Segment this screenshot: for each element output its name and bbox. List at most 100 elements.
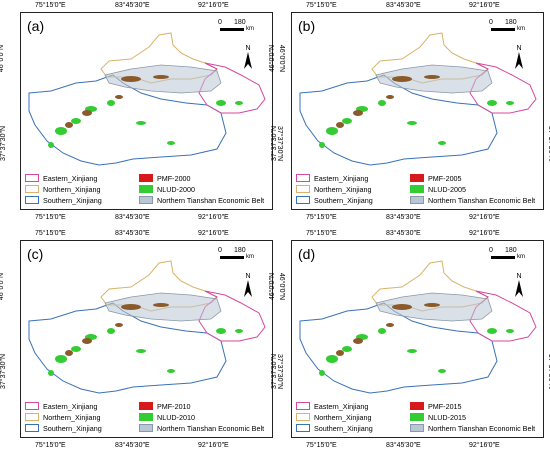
north-label: N — [245, 273, 250, 280]
lon-tick: 92°16′0″E — [198, 214, 229, 221]
legend-item-southern: Southern_Xinjiang — [25, 423, 102, 433]
land-patches — [319, 100, 514, 148]
lon-tick: 92°16′0″E — [198, 2, 229, 9]
legend-label: PMF-2005 — [428, 173, 462, 183]
lon-tick: 75°15′0″E — [306, 214, 337, 221]
legend-label: Northern_Xinjiang — [314, 412, 372, 422]
map-frame: (a) 0 180 km N Eastern_Xinjiang Northern_… — [20, 12, 273, 210]
scale-value: 180 — [234, 247, 246, 254]
scale-bar-line — [491, 28, 515, 31]
legend-item-pmf: PMF-2010 — [139, 401, 191, 411]
lat-tick: 37°37′30″N — [271, 125, 279, 162]
scale-bar: 0 180 km — [487, 247, 533, 269]
map-frame: (c) 0 180 km N Eastern_Xinjiang Northern_… — [20, 240, 273, 438]
legend-item-nlud: NLUD-2005 — [410, 184, 466, 194]
north-arrow-icon: N — [244, 45, 252, 69]
xinjiang-map — [28, 32, 266, 166]
legend-item-northern: Northern_Xinjiang — [296, 412, 372, 422]
eastern-swatch — [25, 174, 39, 182]
map-frame: (d) 0 180 km N Eastern_Xinjiang Northern_… — [291, 240, 544, 438]
pmf-swatch — [139, 402, 153, 410]
lat-tick: 37°37′30″N — [271, 353, 279, 390]
lon-tick: 75°15′0″E — [306, 230, 337, 237]
northern-swatch — [296, 413, 310, 421]
lon-tick: 83°45′30″E — [115, 2, 150, 9]
legend-item-pmf: PMF-2000 — [139, 173, 191, 183]
legend-label: NLUD-2000 — [157, 184, 195, 194]
legend-item-eastern: Eastern_Xinjiang — [296, 173, 368, 183]
legend-item-southern: Southern_Xinjiang — [296, 423, 373, 433]
tianshan-belt-region — [375, 292, 493, 322]
eastern-swatch — [296, 402, 310, 410]
xinjiang-map — [28, 260, 266, 394]
legend-label: Southern_Xinjiang — [314, 423, 373, 433]
map-panel-d: 75°15′0″E 83°45′30″E 92°16′0″E 75°15′0″E… — [269, 228, 550, 450]
land-patches — [48, 328, 243, 376]
legend-label: Southern_Xinjiang — [314, 195, 373, 205]
legend-item-northern: Northern_Xinjiang — [25, 412, 101, 422]
lat-tick: 46°0′0″N — [269, 272, 277, 301]
lon-tick: 92°16′0″E — [469, 2, 500, 9]
legend-item-belt: Northern Tianshan Economic Belt — [139, 423, 264, 433]
legend-label: PMF-2000 — [157, 173, 191, 183]
legend-label: Northern_Xinjiang — [43, 412, 101, 422]
legend-label: Southern_Xinjiang — [43, 195, 102, 205]
scale-zero: 0 — [489, 247, 493, 254]
lon-tick: 75°15′0″E — [306, 442, 337, 449]
legend-label: Eastern_Xinjiang — [314, 173, 369, 183]
southern-swatch — [25, 424, 39, 432]
scale-bar-line — [220, 256, 244, 259]
pmf-patches — [336, 303, 440, 356]
northern-swatch — [25, 185, 39, 193]
nlud-swatch — [139, 185, 153, 193]
legend: Eastern_Xinjiang Northern_Xinjiang South… — [296, 401, 540, 435]
scale-value: 180 — [505, 247, 517, 254]
nlud-swatch — [410, 185, 424, 193]
legend-item-nlud: NLUD-2000 — [139, 184, 195, 194]
lat-tick: 46°0′0″N — [0, 44, 6, 73]
northern-swatch — [25, 413, 39, 421]
north-label: N — [245, 45, 250, 52]
legend-label: NLUD-2015 — [428, 412, 466, 422]
north-label: N — [516, 273, 521, 280]
lon-tick: 92°16′0″E — [198, 230, 229, 237]
xinjiang-map — [299, 32, 537, 166]
tianshan-belt-region — [375, 64, 493, 94]
legend-item-nlud: NLUD-2015 — [410, 412, 466, 422]
scale-bar-line — [220, 28, 244, 31]
north-arrow-icon: N — [244, 273, 252, 297]
legend-label: Northern_Xinjiang — [314, 184, 372, 194]
panel-label: (c) — [27, 246, 44, 262]
map-panel-c: 75°15′0″E 83°45′30″E 92°16′0″E 75°15′0″E… — [0, 228, 285, 450]
legend-item-eastern: Eastern_Xinjiang — [296, 401, 368, 411]
scale-unit: km — [517, 26, 525, 32]
lon-tick: 92°16′0″E — [469, 230, 500, 237]
legend-item-belt: Northern Tianshan Economic Belt — [410, 423, 535, 433]
scale-bar-line — [491, 256, 515, 259]
legend-label: NLUD-2010 — [157, 412, 195, 422]
belt-swatch — [139, 424, 153, 432]
legend: Eastern_Xinjiang Northern_Xinjiang South… — [25, 401, 269, 435]
lon-tick: 83°45′30″E — [115, 442, 150, 449]
panel-label: (d) — [298, 246, 316, 262]
legend-item-northern: Northern_Xinjiang — [296, 184, 372, 194]
scale-bar: 0 180 km — [487, 19, 533, 41]
lon-tick: 92°16′0″E — [469, 214, 500, 221]
legend-item-southern: Southern_Xinjiang — [296, 195, 373, 205]
land-patches — [48, 100, 243, 148]
scale-bar: 0 180 km — [216, 247, 262, 269]
lon-tick: 83°45′30″E — [115, 214, 150, 221]
eastern-swatch — [296, 174, 310, 182]
lon-tick: 75°15′0″E — [35, 442, 66, 449]
nlud-swatch — [410, 413, 424, 421]
legend-label: Northern Tianshan Economic Belt — [157, 423, 265, 433]
legend-label: Eastern_Xinjiang — [43, 173, 98, 183]
lon-tick: 75°15′0″E — [35, 230, 66, 237]
scale-value: 180 — [505, 19, 517, 26]
belt-swatch — [139, 196, 153, 204]
legend: Eastern_Xinjiang Northern_Xinjiang South… — [25, 173, 269, 207]
north-arrow-icon: N — [515, 273, 523, 297]
pmf-patches — [65, 75, 169, 128]
legend-item-pmf: PMF-2015 — [410, 401, 462, 411]
legend-label: Northern Tianshan Economic Belt — [157, 195, 265, 205]
